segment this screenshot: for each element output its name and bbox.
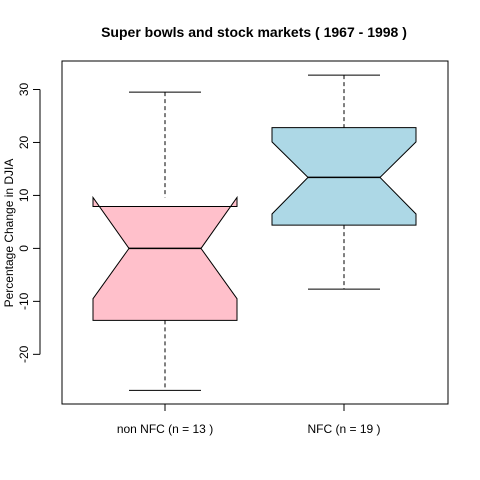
x-axis: non NFC (n = 13 ) NFC (n = 19 ) <box>117 403 381 436</box>
y-tick-label: 20 <box>17 135 31 149</box>
y-tick-label: 10 <box>17 188 31 202</box>
x-tick-label: NFC (n = 19 ) <box>307 422 380 436</box>
box-groups <box>92 74 417 391</box>
y-axis: -20 -10 0 10 20 30 <box>17 82 41 363</box>
box-group <box>271 74 417 290</box>
y-tick-label: 30 <box>17 82 31 96</box>
box-group <box>92 91 238 391</box>
notched-box <box>92 195 238 321</box>
chart-title: Super bowls and stock markets ( 1967 - 1… <box>101 24 407 40</box>
y-tick-label: -20 <box>17 345 31 363</box>
y-tick-label: 0 <box>17 245 31 252</box>
notched-box <box>271 127 417 226</box>
y-axis-label: Percentage Change in DJIA <box>2 159 16 308</box>
y-tick-label: -10 <box>17 292 31 310</box>
x-tick-label: non NFC (n = 13 ) <box>117 422 213 436</box>
